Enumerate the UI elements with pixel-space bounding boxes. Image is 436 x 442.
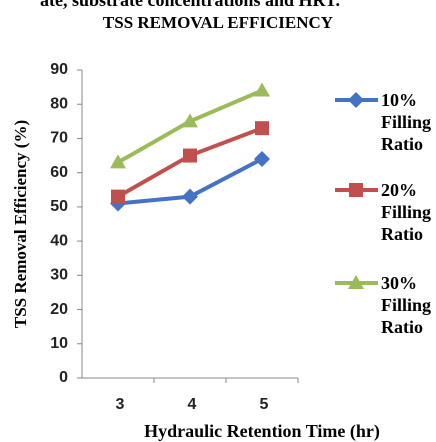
y-tick-label: 0 — [59, 369, 68, 386]
legend-marker — [348, 275, 364, 289]
y-tick-label: 60 — [50, 164, 68, 181]
x-tick-label: 3 — [116, 396, 125, 413]
data-point — [110, 154, 126, 169]
y-axis-label: TSS Removal Efficiency (%) — [11, 120, 30, 328]
y-tick-label: 90 — [50, 61, 68, 78]
legend-marker — [349, 183, 363, 197]
chart-title: TSS REMOVAL EFFICIENCY — [103, 13, 333, 32]
y-tick-label: 40 — [50, 232, 68, 249]
legend-marker — [348, 92, 364, 108]
data-point — [182, 188, 198, 205]
data-point — [183, 148, 197, 163]
x-axis-label: Hydraulic Retention Time (hr) — [144, 421, 380, 442]
y-tick-label: 80 — [50, 95, 68, 112]
data-point — [255, 121, 269, 136]
data-point — [254, 82, 270, 97]
legend-label: 10% Filling Ratio — [381, 90, 432, 154]
y-tick-label: 70 — [50, 130, 68, 147]
x-tick-label: 5 — [260, 396, 269, 413]
y-tick-label: 10 — [50, 335, 68, 352]
data-point — [182, 113, 198, 128]
legend-label: 30% Filling Ratio — [381, 273, 432, 337]
y-tick-label: 20 — [50, 301, 68, 318]
y-tick-label: 50 — [50, 198, 68, 215]
legend-label: 20% Filling Ratio — [381, 180, 432, 244]
y-tick-label: 30 — [50, 267, 68, 284]
caption: ate, substrate concentrations and HRT. — [40, 0, 340, 10]
x-tick-label: 4 — [188, 396, 197, 413]
data-point — [254, 150, 270, 167]
data-point — [111, 189, 125, 204]
